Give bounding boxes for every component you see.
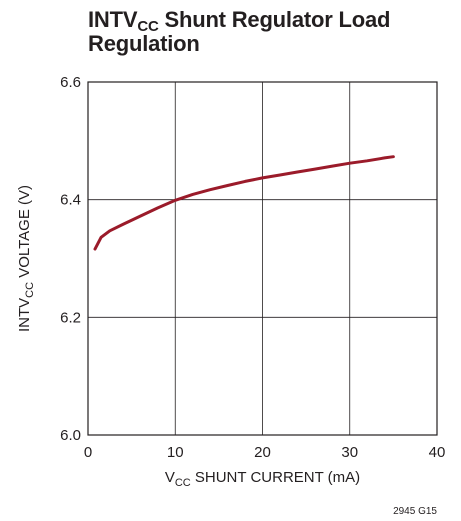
y-tick-label: 6.2 <box>60 309 81 326</box>
x-tick-label: 40 <box>429 444 446 461</box>
x-axis-label: VCC SHUNT CURRENT (mA) <box>165 469 360 489</box>
x-tick-label: 30 <box>341 444 358 461</box>
y-tick-label: 6.6 <box>60 74 81 91</box>
tick-labels: 0 10 20 30 40 6.0 6.2 6.4 6.6 <box>60 74 445 461</box>
chart-title: INTVCC Shunt Regulator Load Regulation <box>88 7 391 56</box>
x-tick-label: 20 <box>254 444 271 461</box>
x-tick-label: 0 <box>84 444 92 461</box>
grid-lines <box>88 82 437 435</box>
y-axis-label: INTVCC VOLTAGE (V) <box>16 185 36 332</box>
plot-frame <box>87 81 438 436</box>
x-tick-label: 10 <box>167 444 184 461</box>
series-line <box>93 155 395 251</box>
y-tick-label: 6.0 <box>60 427 81 444</box>
figure-footnote: 2945 G15 <box>393 506 437 517</box>
y-tick-label: 6.4 <box>60 192 81 209</box>
